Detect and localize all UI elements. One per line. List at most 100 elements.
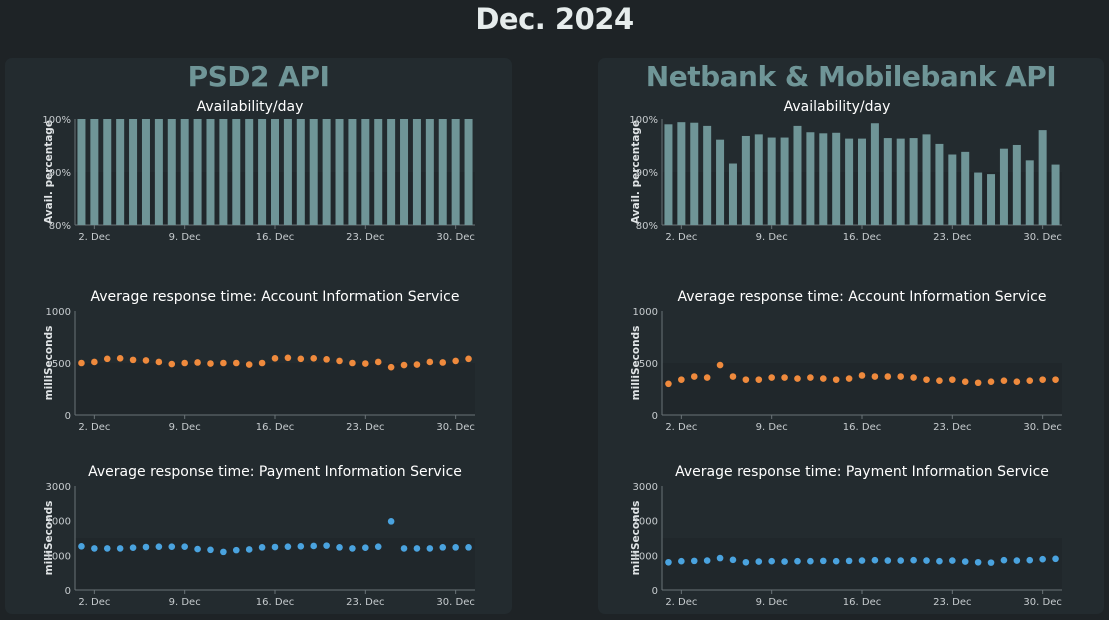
bar (438, 119, 447, 225)
data-point (1000, 556, 1008, 564)
data-point (194, 359, 201, 366)
data-point (310, 355, 318, 362)
bar (374, 119, 383, 225)
data-point (716, 361, 724, 369)
y-tick-label: 1000 (633, 307, 658, 318)
data-point (961, 558, 969, 565)
x-tick-label: 2. Dec (78, 597, 110, 608)
bar (387, 119, 396, 225)
x-tick-label: 23. Dec (346, 232, 384, 243)
data-point (220, 359, 227, 367)
data-point (400, 361, 408, 369)
chart-title: Average response time: Account Informati… (91, 289, 460, 305)
data-point (897, 373, 905, 380)
data-point (258, 359, 266, 367)
data-point (465, 544, 472, 551)
data-point (819, 375, 827, 382)
data-point (819, 557, 827, 565)
bar (767, 137, 776, 225)
data-point (729, 373, 737, 380)
chart-title: Availability/day (784, 99, 891, 115)
bar (780, 137, 789, 225)
x-tick-label: 9. Dec (169, 597, 201, 608)
bar (832, 132, 841, 225)
bar (961, 151, 970, 225)
data-point (142, 543, 150, 551)
data-point (897, 557, 905, 564)
data-point (129, 356, 137, 364)
bar (948, 154, 957, 225)
bar (154, 119, 163, 225)
bar (180, 119, 189, 225)
y-tick-label: 1000 (46, 307, 71, 318)
data-point (284, 354, 292, 362)
x-tick-label: 9. Dec (756, 597, 788, 608)
bar (412, 119, 421, 225)
y-tick-label: 0 (65, 411, 71, 422)
bar (664, 124, 673, 225)
bar (741, 135, 750, 225)
data-point (742, 558, 750, 566)
data-point (413, 361, 421, 368)
data-point (362, 544, 369, 552)
data-point (1026, 556, 1034, 564)
x-tick-label: 2. Dec (78, 232, 110, 243)
data-point (1026, 377, 1034, 384)
bar (806, 132, 815, 225)
data-point (78, 359, 85, 367)
bar (206, 119, 215, 225)
data-point (755, 376, 763, 383)
chart-title: Availability/day (197, 99, 304, 115)
x-tick-label: 23. Dec (933, 422, 971, 433)
bar (348, 119, 357, 225)
bar (690, 122, 699, 225)
bar (90, 119, 99, 225)
x-tick-label: 23. Dec (346, 422, 384, 433)
data-point (374, 358, 382, 366)
y-tick-label: 2000 (46, 517, 71, 528)
data-point (181, 543, 188, 550)
x-tick-label: 23. Dec (933, 232, 971, 243)
x-tick-label: 30. Dec (1023, 422, 1061, 433)
data-point (1000, 377, 1008, 384)
data-point (103, 545, 111, 552)
data-point (194, 545, 201, 553)
data-point (310, 542, 318, 550)
bar (245, 119, 254, 225)
data-point (1013, 557, 1021, 564)
data-point (387, 518, 395, 525)
data-point (439, 359, 447, 366)
x-tick-label: 23. Dec (933, 597, 971, 608)
x-tick-label: 16. Dec (843, 597, 881, 608)
data-point (297, 543, 305, 550)
data-point (961, 378, 969, 386)
data-point (116, 545, 124, 552)
account-information-response-chart: Average response time: Account Informati… (43, 289, 475, 433)
data-point (690, 557, 698, 565)
data-point (232, 359, 240, 367)
bar (219, 119, 228, 225)
x-tick-label: 23. Dec (346, 597, 384, 608)
y-tick-label: 80% (49, 221, 71, 232)
data-point (703, 557, 711, 564)
panel-title: Netbank & Mobilebank API (645, 60, 1057, 93)
bar (935, 143, 944, 225)
data-point (936, 377, 943, 384)
data-point (323, 356, 330, 363)
bar (858, 138, 866, 225)
data-point (1013, 378, 1021, 386)
bar (909, 138, 918, 225)
data-point (768, 374, 775, 381)
account-information-response-chart: Average response time: Account Informati… (630, 289, 1062, 433)
data-point (665, 558, 672, 566)
data-point (1052, 555, 1059, 563)
data-point (794, 375, 801, 382)
data-point (116, 355, 124, 362)
x-tick-label: 16. Dec (843, 422, 881, 433)
bar (922, 134, 931, 225)
data-point (284, 543, 292, 550)
x-tick-label: 2. Dec (665, 422, 697, 433)
data-point (845, 557, 853, 565)
